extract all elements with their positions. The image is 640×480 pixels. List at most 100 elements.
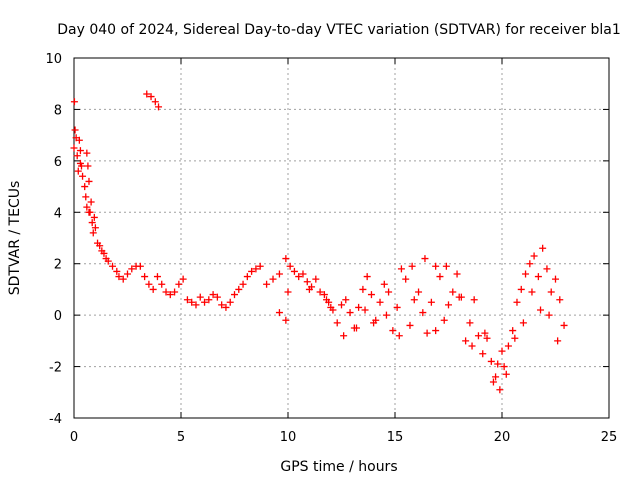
data-point bbox=[363, 273, 371, 281]
data-point bbox=[74, 167, 82, 175]
data-point bbox=[256, 262, 264, 270]
data-point bbox=[395, 332, 403, 340]
data-point bbox=[445, 301, 452, 309]
data-point bbox=[89, 229, 97, 237]
data-point bbox=[410, 296, 418, 304]
chart-title: Day 040 of 2024, Sidereal Day-to-day VTE… bbox=[57, 22, 620, 38]
data-point bbox=[522, 270, 530, 278]
data-point bbox=[73, 152, 81, 160]
y-tick-label: 0 bbox=[54, 309, 62, 324]
data-point bbox=[282, 255, 290, 263]
data-point bbox=[496, 386, 504, 394]
data-point bbox=[453, 270, 461, 278]
x-tick-label: 0 bbox=[70, 430, 78, 445]
data-point bbox=[188, 298, 196, 306]
data-point bbox=[79, 172, 87, 180]
data-point bbox=[87, 198, 95, 206]
y-tick-label: -4 bbox=[49, 412, 62, 427]
data-point bbox=[498, 347, 506, 355]
data-point bbox=[282, 316, 290, 324]
data-point bbox=[436, 273, 444, 281]
data-point bbox=[537, 306, 545, 314]
data-point bbox=[275, 270, 283, 278]
data-point bbox=[149, 285, 157, 293]
y-tick-label: -2 bbox=[49, 361, 62, 376]
data-point bbox=[492, 373, 500, 381]
x-tick-label: 20 bbox=[494, 430, 511, 445]
data-point bbox=[393, 303, 401, 311]
data-point bbox=[196, 293, 204, 301]
data-point bbox=[432, 327, 440, 335]
data-point bbox=[333, 319, 341, 327]
data-point bbox=[367, 291, 375, 299]
data-point bbox=[70, 144, 78, 152]
data-point bbox=[147, 93, 155, 101]
data-point bbox=[85, 208, 93, 216]
data-point bbox=[408, 262, 416, 270]
data-point bbox=[201, 298, 209, 306]
data-point bbox=[269, 275, 277, 283]
data-point bbox=[166, 291, 174, 299]
data-point bbox=[226, 298, 234, 306]
data-point bbox=[113, 267, 121, 275]
data-point bbox=[128, 265, 136, 273]
data-point bbox=[151, 98, 159, 106]
data-point bbox=[502, 370, 510, 378]
data-point bbox=[209, 291, 217, 299]
data-point bbox=[547, 288, 555, 296]
y-tick-label: 8 bbox=[54, 103, 62, 118]
data-point bbox=[286, 262, 294, 270]
data-points bbox=[70, 90, 568, 394]
data-point bbox=[340, 332, 348, 340]
data-point bbox=[474, 332, 482, 340]
data-point bbox=[427, 298, 435, 306]
data-point bbox=[305, 285, 313, 293]
grid-lines bbox=[74, 58, 609, 418]
data-point bbox=[243, 273, 251, 281]
data-point bbox=[534, 273, 542, 281]
x-tick-label: 25 bbox=[601, 430, 618, 445]
data-point bbox=[466, 319, 474, 327]
data-point bbox=[213, 293, 221, 301]
data-point bbox=[500, 363, 508, 371]
x-axis-label: GPS time / hours bbox=[280, 459, 397, 475]
y-tick-label: 6 bbox=[54, 155, 62, 170]
data-point bbox=[389, 327, 397, 335]
data-point bbox=[385, 288, 393, 296]
data-point bbox=[290, 267, 298, 275]
data-point bbox=[545, 311, 553, 319]
data-point bbox=[104, 257, 112, 265]
data-point bbox=[75, 136, 83, 144]
data-point bbox=[316, 288, 324, 296]
data-point bbox=[423, 329, 431, 337]
data-point bbox=[218, 301, 226, 309]
y-axis-label: SDTVAR / TECUs bbox=[7, 181, 23, 296]
data-point bbox=[440, 316, 448, 324]
data-point bbox=[192, 301, 200, 309]
data-point bbox=[162, 288, 170, 296]
data-point bbox=[494, 360, 502, 368]
y-tick-label: 2 bbox=[54, 258, 62, 273]
data-point bbox=[406, 321, 414, 329]
data-point bbox=[179, 275, 187, 283]
data-point bbox=[171, 288, 179, 296]
axis-ticks: 0 5 10 15 20 25 -4 -2 0 2 4 6 8 10 bbox=[45, 52, 617, 445]
data-point bbox=[82, 193, 90, 201]
data-point bbox=[462, 337, 470, 345]
data-point bbox=[530, 252, 538, 260]
data-point bbox=[421, 255, 429, 263]
data-point bbox=[312, 275, 320, 283]
data-point bbox=[76, 159, 84, 167]
data-point bbox=[90, 213, 98, 221]
data-point bbox=[141, 273, 149, 281]
data-point bbox=[295, 273, 303, 281]
data-point bbox=[96, 242, 104, 250]
x-tick-label: 15 bbox=[387, 430, 404, 445]
data-point bbox=[479, 350, 487, 358]
data-point bbox=[455, 293, 463, 301]
data-point bbox=[252, 265, 260, 273]
data-point bbox=[352, 324, 360, 332]
y-tick-label: 10 bbox=[45, 52, 62, 67]
data-point bbox=[513, 298, 521, 306]
